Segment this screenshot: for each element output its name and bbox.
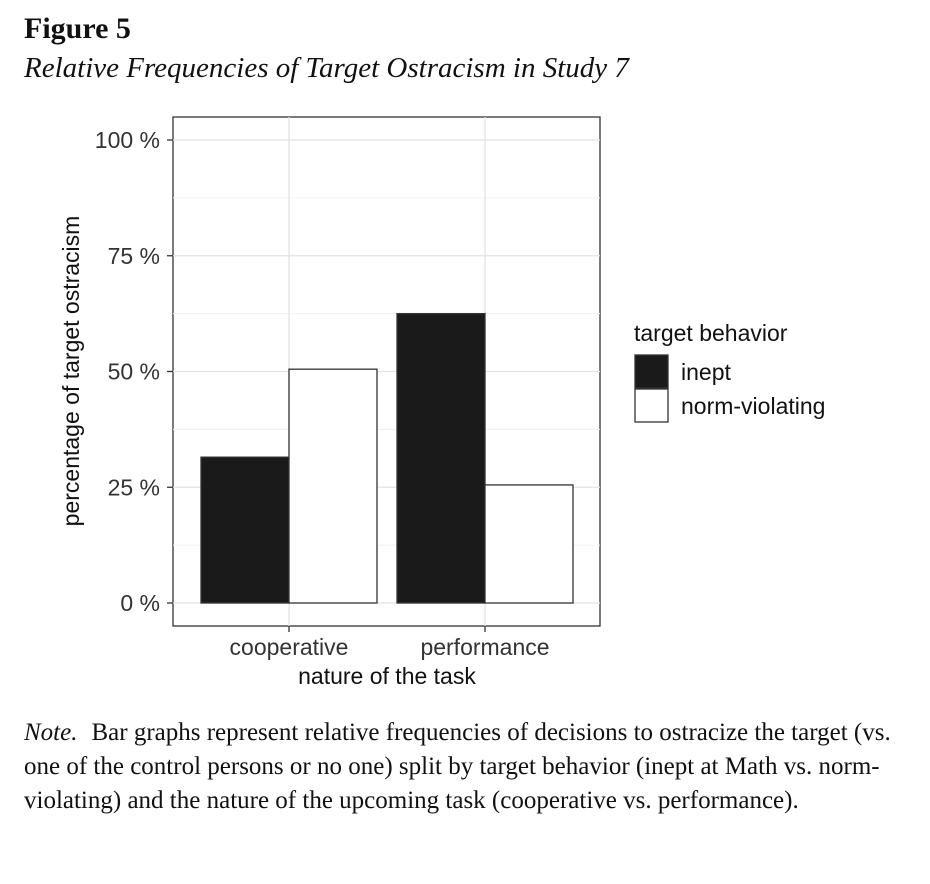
x-axis: cooperative performance [230,626,550,660]
x-tick-label: cooperative [230,634,349,660]
y-tick-label: 0 % [120,590,160,616]
bar-norm-violating-performance [484,484,574,604]
figure-note: Note. Bar graphs represent relative frequ… [24,716,894,818]
legend: target behavior inept norm-violating [634,320,825,423]
bar-inept-cooperative [200,456,290,604]
y-axis: 0 % 25 % 50 % 75 % 100 % [95,127,173,616]
x-tick-label: performance [420,634,549,660]
legend-title: target behavior [634,320,788,346]
y-tick-label: 75 % [108,243,160,269]
note-label: Note. [24,719,78,746]
legend-swatch [634,388,669,423]
figure-label: Figure 5 [24,12,131,45]
legend-label: norm-violating [681,393,825,419]
legend-swatch [634,354,669,389]
note-text: Bar graphs represent relative frequencie… [24,719,891,814]
bars [200,312,574,604]
legend-label: inept [681,359,731,385]
y-axis-label: percentage of target ostracism [58,216,84,527]
figure-title: Relative Frequencies of Target Ostracism… [24,52,629,84]
bar-chart: 0 % 25 % 50 % 75 % 100 % cooperative performa… [58,116,825,689]
x-axis-label: nature of the task [298,663,476,689]
bar-inept-performance [396,312,486,604]
y-tick-label: 100 % [95,127,160,153]
y-tick-label: 50 % [108,359,160,385]
y-tick-label: 25 % [108,474,160,500]
bar-norm-violating-cooperative [288,368,378,604]
